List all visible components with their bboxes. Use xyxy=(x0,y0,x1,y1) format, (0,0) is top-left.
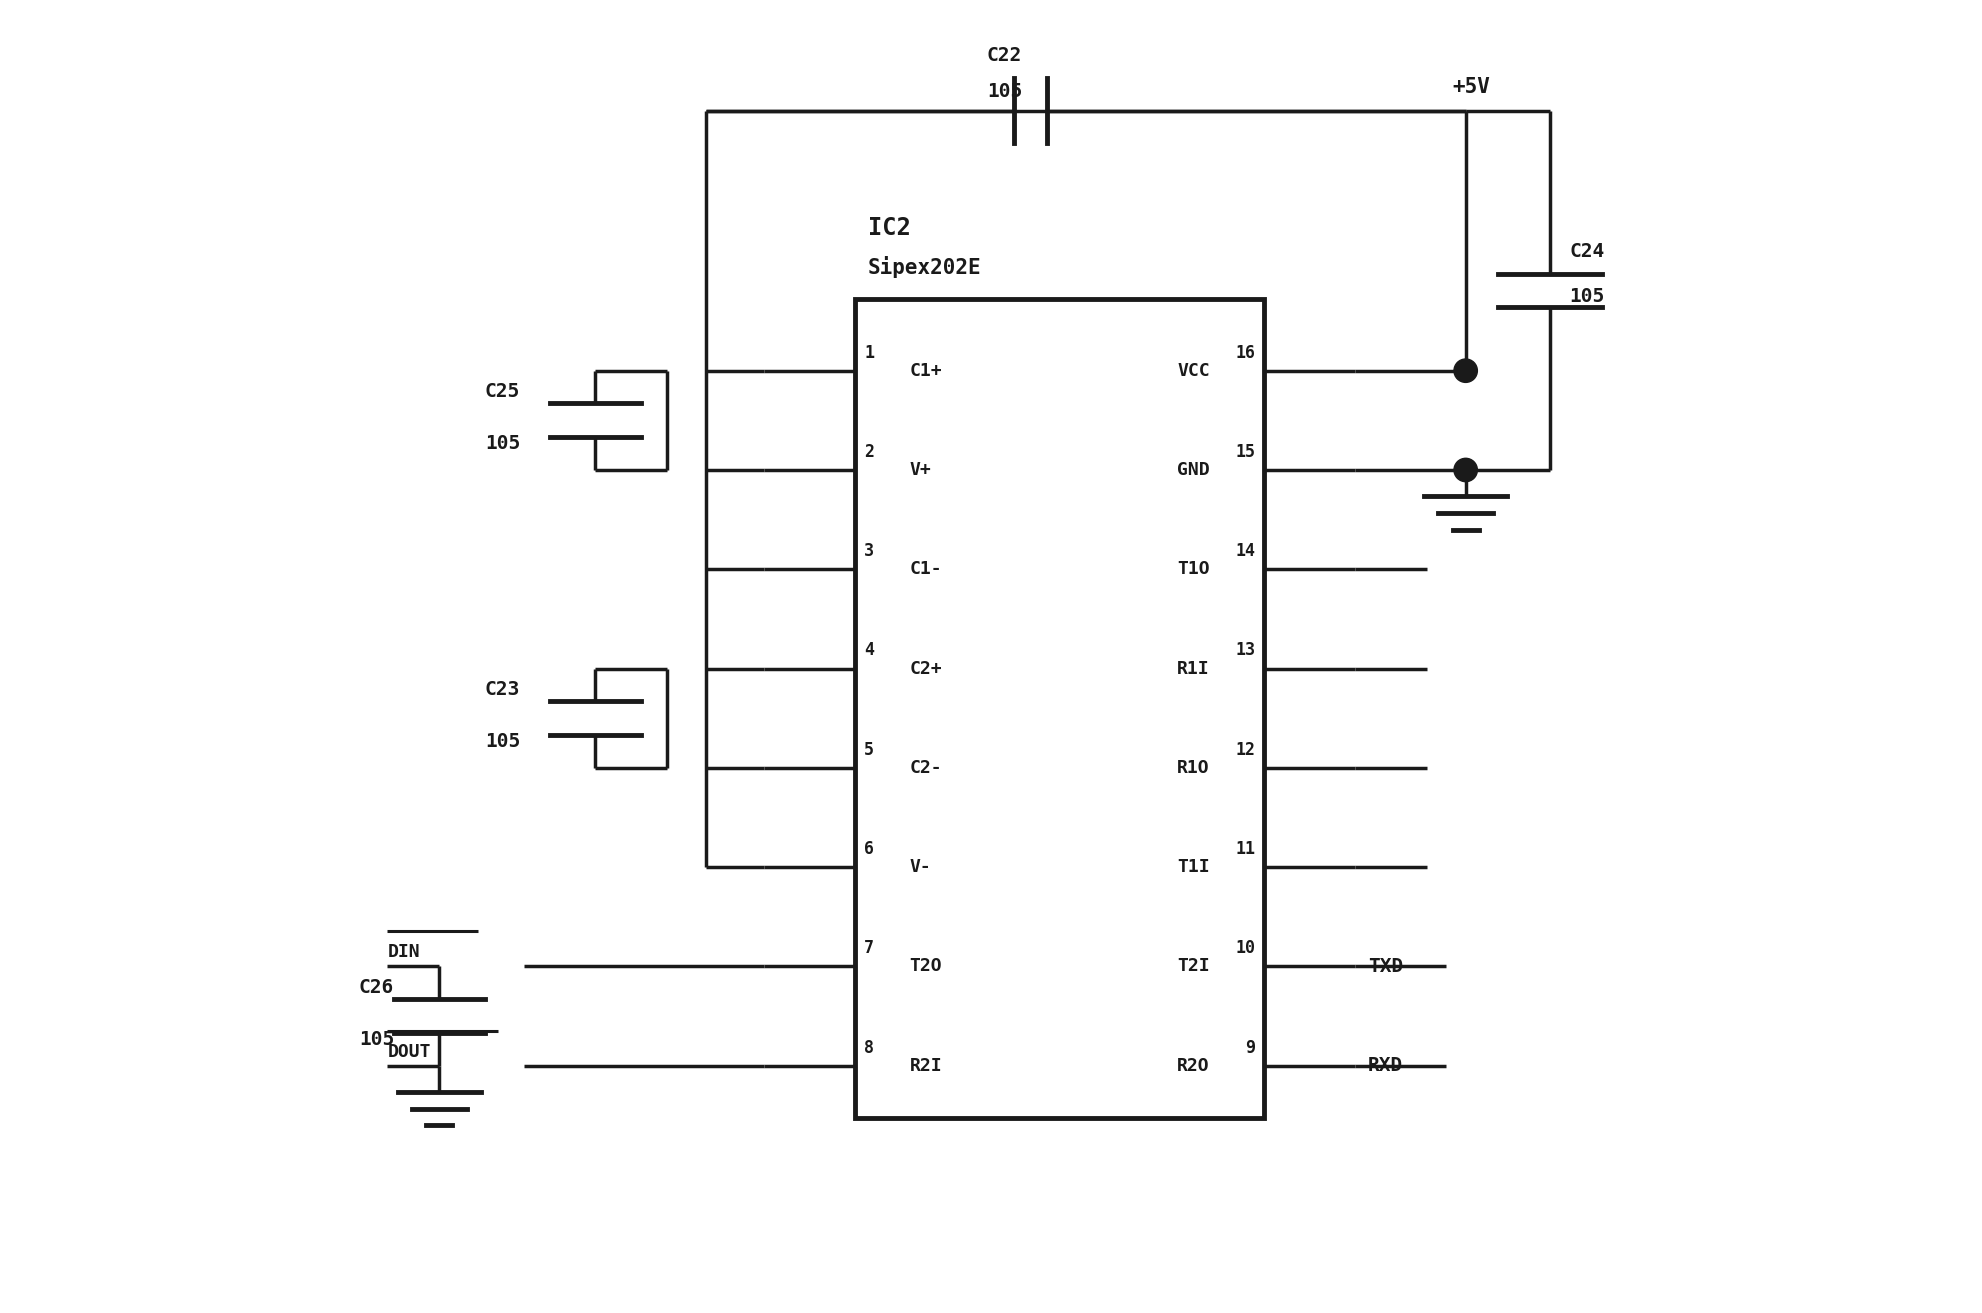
Text: C23: C23 xyxy=(486,680,519,699)
Text: IC2: IC2 xyxy=(868,215,910,240)
Text: C24: C24 xyxy=(1570,242,1603,261)
Text: 6: 6 xyxy=(864,840,874,859)
Text: VCC: VCC xyxy=(1177,361,1209,379)
Text: 12: 12 xyxy=(1235,741,1255,759)
Circle shape xyxy=(1453,358,1477,382)
Text: Sipex202E: Sipex202E xyxy=(868,256,981,278)
Bar xyxy=(854,299,1265,1117)
Text: 5: 5 xyxy=(864,741,874,759)
Text: RXD: RXD xyxy=(1368,1056,1403,1075)
Text: 13: 13 xyxy=(1235,642,1255,659)
Circle shape xyxy=(1453,458,1477,482)
Text: 9: 9 xyxy=(1245,1039,1255,1057)
Text: 105: 105 xyxy=(987,81,1021,101)
Text: 7: 7 xyxy=(864,939,874,957)
Text: T1I: T1I xyxy=(1177,859,1209,876)
Text: TXD: TXD xyxy=(1368,957,1403,976)
Text: 105: 105 xyxy=(1570,288,1603,306)
Text: R1O: R1O xyxy=(1177,759,1209,777)
Text: T1O: T1O xyxy=(1177,561,1209,578)
Text: C26: C26 xyxy=(359,978,394,997)
Text: 11: 11 xyxy=(1235,840,1255,859)
Text: 15: 15 xyxy=(1235,442,1255,461)
Text: 10: 10 xyxy=(1235,939,1255,957)
Text: 1: 1 xyxy=(864,344,874,361)
Text: C2-: C2- xyxy=(910,759,941,777)
Text: DOUT: DOUT xyxy=(386,1043,430,1061)
Text: R2I: R2I xyxy=(910,1057,941,1075)
Text: V-: V- xyxy=(910,859,932,876)
Text: V+: V+ xyxy=(910,461,932,479)
Text: 2: 2 xyxy=(864,442,874,461)
Text: 14: 14 xyxy=(1235,542,1255,561)
Text: C1-: C1- xyxy=(910,561,941,578)
Text: R1I: R1I xyxy=(1177,659,1209,678)
Text: 105: 105 xyxy=(486,733,519,751)
Text: 105: 105 xyxy=(486,435,519,453)
Text: 3: 3 xyxy=(864,542,874,561)
Text: DIN: DIN xyxy=(386,943,420,961)
Text: C2+: C2+ xyxy=(910,659,941,678)
Text: C1+: C1+ xyxy=(910,361,941,379)
Text: T2I: T2I xyxy=(1177,957,1209,976)
Text: T2O: T2O xyxy=(910,957,941,976)
Text: C25: C25 xyxy=(486,382,519,402)
Text: 4: 4 xyxy=(864,642,874,659)
Text: C22: C22 xyxy=(987,46,1021,64)
Text: R2O: R2O xyxy=(1177,1057,1209,1075)
Text: 8: 8 xyxy=(864,1039,874,1057)
Text: GND: GND xyxy=(1177,461,1209,479)
Text: 16: 16 xyxy=(1235,344,1255,361)
Text: 105: 105 xyxy=(359,1029,394,1049)
Text: +5V: +5V xyxy=(1453,77,1490,97)
